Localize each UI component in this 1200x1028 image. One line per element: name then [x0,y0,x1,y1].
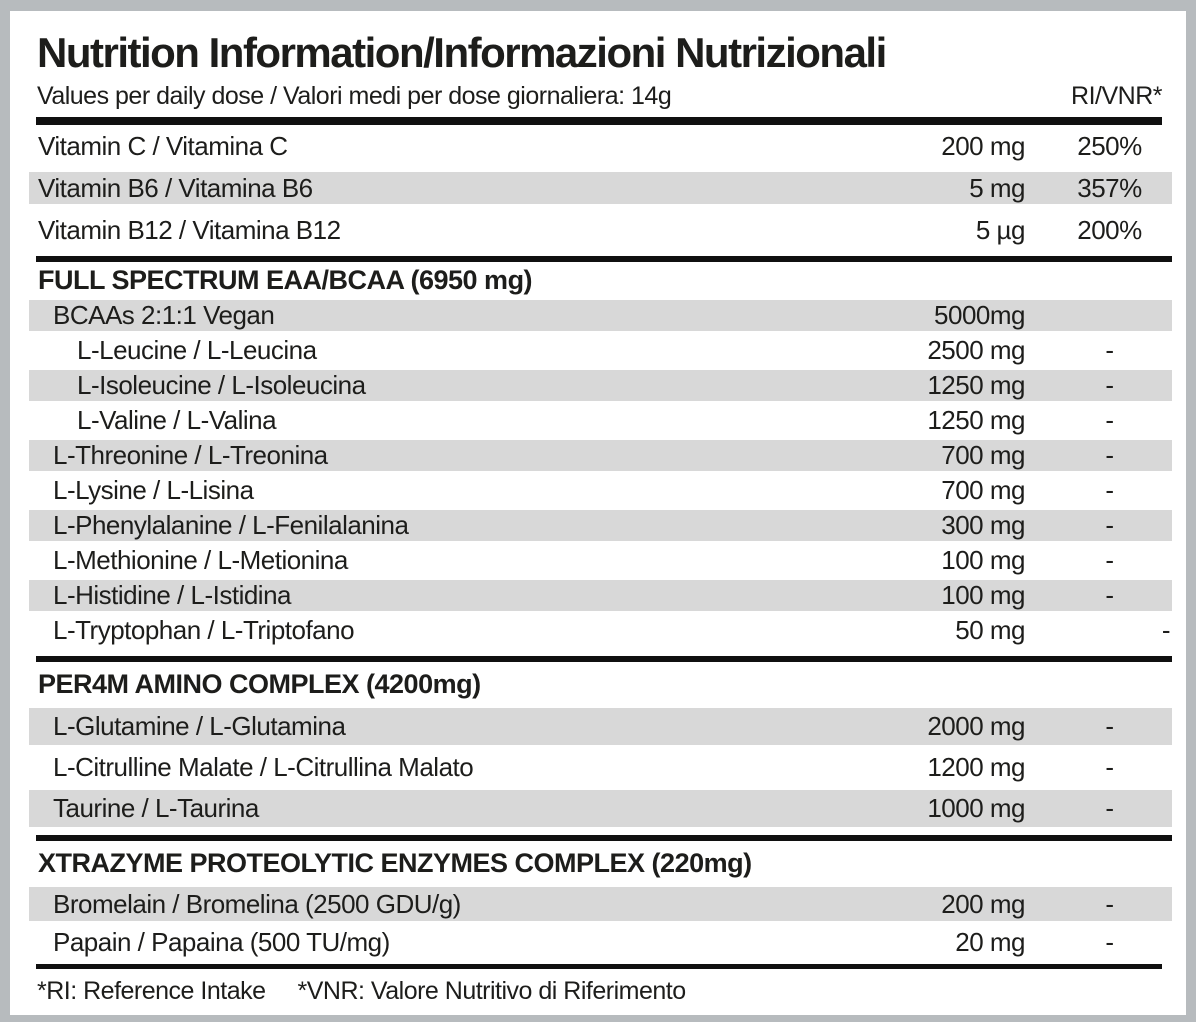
row-ri-value: - [1105,475,1114,505]
row-label: Vitamin B12 / Vitamina B12 [38,214,341,245]
row-label: L-Tryptophan / L-Triptofano [53,615,355,645]
table-row: L-Valine / L-Valina 1250 mg - [29,403,1172,438]
row-ri-value: - [1105,335,1114,365]
table-row: Papain / Papaina (500 TU/mg) 20 mg - [29,923,1172,961]
row-label: L-Citrulline Malate / L-Citrullina Malat… [53,752,474,782]
row-label: L-Glutamine / L-Glutamina [53,711,346,741]
row-amount: 100 mg [941,545,1025,575]
dose-subtitle: Values per daily dose / Valori medi per … [37,82,672,110]
row-amount: 5 mg [969,172,1025,203]
footnote-vnr: *VNR: Valore Nutritivo di Riferimento [297,976,687,1005]
row-amount: 20 mg [955,926,1025,957]
row-amount: 200 mg [941,130,1025,161]
row-ri-value: - [1105,752,1114,782]
row-amount: 5000mg [934,300,1025,330]
table-row: L-Methionine / L-Metionina 100 mg - [29,543,1172,578]
row-ri-value: - [1105,888,1114,919]
row-amount: 700 mg [941,440,1025,470]
row-ri-value: - [1105,440,1114,470]
row-amount: 2000 mg [927,711,1025,741]
footnote-rule [36,964,1162,969]
row-amount: 1250 mg [927,405,1025,435]
row-ri-value: 250% [1077,130,1142,161]
section-heading: XTRAZYME PROTEOLYTIC ENZYMES COMPLEX (22… [38,847,752,878]
table-row: L-Phenylalanine / L-Fenilalanina 300 mg - [29,508,1172,543]
table-row: Bromelain / Bromelina (2500 GDU/g) 200 mg… [29,885,1172,923]
section-rule [36,835,1172,841]
row-amount: 200 mg [941,888,1025,919]
row-label: L-Valine / L-Valina [77,405,277,435]
row-ri-value: - [1105,711,1114,741]
nutrition-label: Nutrition Information/Informazioni Nutri… [10,11,1186,1015]
row-amount: 100 mg [941,580,1025,610]
table-row: L-Citrulline Malate / L-Citrullina Malat… [29,747,1172,788]
header-rule [36,117,1162,125]
row-ri-value: - [1105,405,1114,435]
row-amount: 700 mg [941,475,1025,505]
row-label: L-Histidine / L-Istidina [53,580,292,610]
section-vitamins: Vitamin C / Vitamina C 200 mg 250% Vitamin … [29,125,1176,251]
row-ri-value: 200% [1077,214,1142,245]
table-row: L-Lysine / L-Lisina 700 mg - [29,473,1172,508]
table-row: BCAAs 2:1:1 Vegan 5000mg [29,298,1172,333]
label-header: Nutrition Information/Informazioni Nutri… [19,29,1176,111]
row-ri-value: 357% [1077,172,1142,203]
table-row: Vitamin B6 / Vitamina B6 5 mg 357% [29,167,1172,209]
row-label: Vitamin C / Vitamina C [38,130,288,161]
row-amount: 2500 mg [927,335,1025,365]
ri-column-header: RI/VNR* [1071,82,1162,110]
row-label: Vitamin B6 / Vitamina B6 [38,172,313,203]
table-row: L-Tryptophan / L-Triptofano 50 mg - [29,613,1172,648]
page-title: Nutrition Information/Informazioni Nutri… [37,29,887,76]
row-ri-value: - [1105,580,1114,610]
table-row: L-Isoleucine / L-Isoleucina 1250 mg - [29,368,1172,403]
table-row: Vitamin C / Vitamina C 200 mg 250% [29,125,1172,167]
section-rule [36,256,1172,262]
section-per4m: PER4M AMINO COMPLEX (4200mg) L-Glutamine … [29,662,1176,829]
section-heading: PER4M AMINO COMPLEX (4200mg) [38,668,481,699]
row-label: Papain / Papaina (500 TU/mg) [53,926,390,957]
row-label: Bromelain / Bromelina (2500 GDU/g) [53,888,461,919]
row-label: L-Isoleucine / L-Isoleucina [77,370,366,400]
row-amount: 1250 mg [927,370,1025,400]
row-label: L-Threonine / L-Treonina [53,440,328,470]
row-label: L-Leucine / L-Leucina [77,335,317,365]
section-rule [36,656,1172,662]
section-enzymes: XTRAZYME PROTEOLYTIC ENZYMES COMPLEX (22… [29,841,1176,961]
row-label: L-Lysine / L-Lisina [53,475,254,505]
section-eaa: FULL SPECTRUM EAA/BCAA (6950 mg) BCAAs 2:… [29,262,1176,648]
table-row: L-Histidine / L-Istidina 100 mg - [29,578,1172,613]
row-amount: 50 mg [955,615,1025,645]
table-row: Vitamin B12 / Vitamina B12 5 µg 200% [29,209,1172,251]
row-amount: 5 µg [975,214,1026,245]
row-ri-value: - [1105,545,1114,575]
row-ri-value: - [1105,370,1114,400]
table-row: L-Threonine / L-Treonina 700 mg - [29,438,1172,473]
row-ri-value: - [1105,793,1114,823]
footnote-ri: *RI: Reference Intake [37,976,266,1005]
row-label: Taurine / L-Taurina [53,793,259,823]
table-row: L-Glutamine / L-Glutamina 2000 mg - [29,706,1172,747]
row-label: L-Methionine / L-Metionina [53,545,348,575]
row-amount: 300 mg [941,510,1025,540]
row-label: BCAAs 2:1:1 Vegan [53,300,275,330]
nutrition-table: Vitamin C / Vitamina C 200 mg 250% Vitamin … [29,125,1176,961]
row-ri-value: - [1161,615,1171,645]
row-ri-value: - [1105,926,1114,957]
row-amount: 1200 mg [927,752,1025,782]
table-row: L-Leucine / L-Leucina 2500 mg - [29,333,1172,368]
table-row: Taurine / L-Taurina 1000 mg - [29,788,1172,829]
row-label: L-Phenylalanine / L-Fenilalanina [53,510,409,540]
row-amount: 1000 mg [927,793,1025,823]
section-heading: FULL SPECTRUM EAA/BCAA (6950 mg) [38,264,533,295]
row-ri-value: - [1105,510,1114,540]
footnote: *RI: Reference Intake *VNR: Valore Nutri… [19,969,1176,1013]
